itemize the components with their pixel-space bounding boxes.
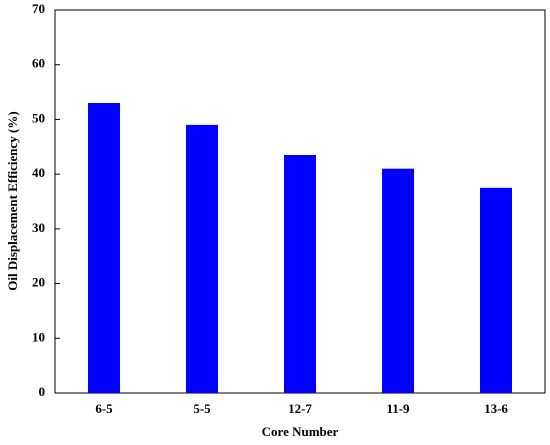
y-tick-label: 50 bbox=[32, 110, 45, 125]
bar bbox=[186, 124, 218, 394]
y-tick-label: 10 bbox=[32, 329, 45, 344]
y-tick-label: 0 bbox=[39, 384, 46, 399]
x-tick-label: 6-5 bbox=[95, 401, 113, 416]
x-tick-label: 11-9 bbox=[386, 401, 410, 416]
bar bbox=[88, 103, 120, 393]
y-tick-label: 60 bbox=[32, 56, 45, 71]
x-tick-label: 5-5 bbox=[193, 401, 211, 416]
y-tick-label: 30 bbox=[32, 220, 45, 235]
y-tick-label: 40 bbox=[32, 165, 45, 180]
bar bbox=[284, 154, 316, 393]
y-tick-label: 20 bbox=[32, 275, 45, 290]
x-tick-label: 12-7 bbox=[288, 401, 312, 416]
bar bbox=[382, 168, 414, 393]
y-axis-label: Oil Displacement Efficiency (%) bbox=[5, 111, 20, 290]
bar bbox=[480, 187, 512, 393]
y-tick-label: 70 bbox=[32, 1, 45, 16]
x-tick-label: 13-6 bbox=[484, 401, 508, 416]
x-axis-label: Core Number bbox=[262, 424, 339, 439]
